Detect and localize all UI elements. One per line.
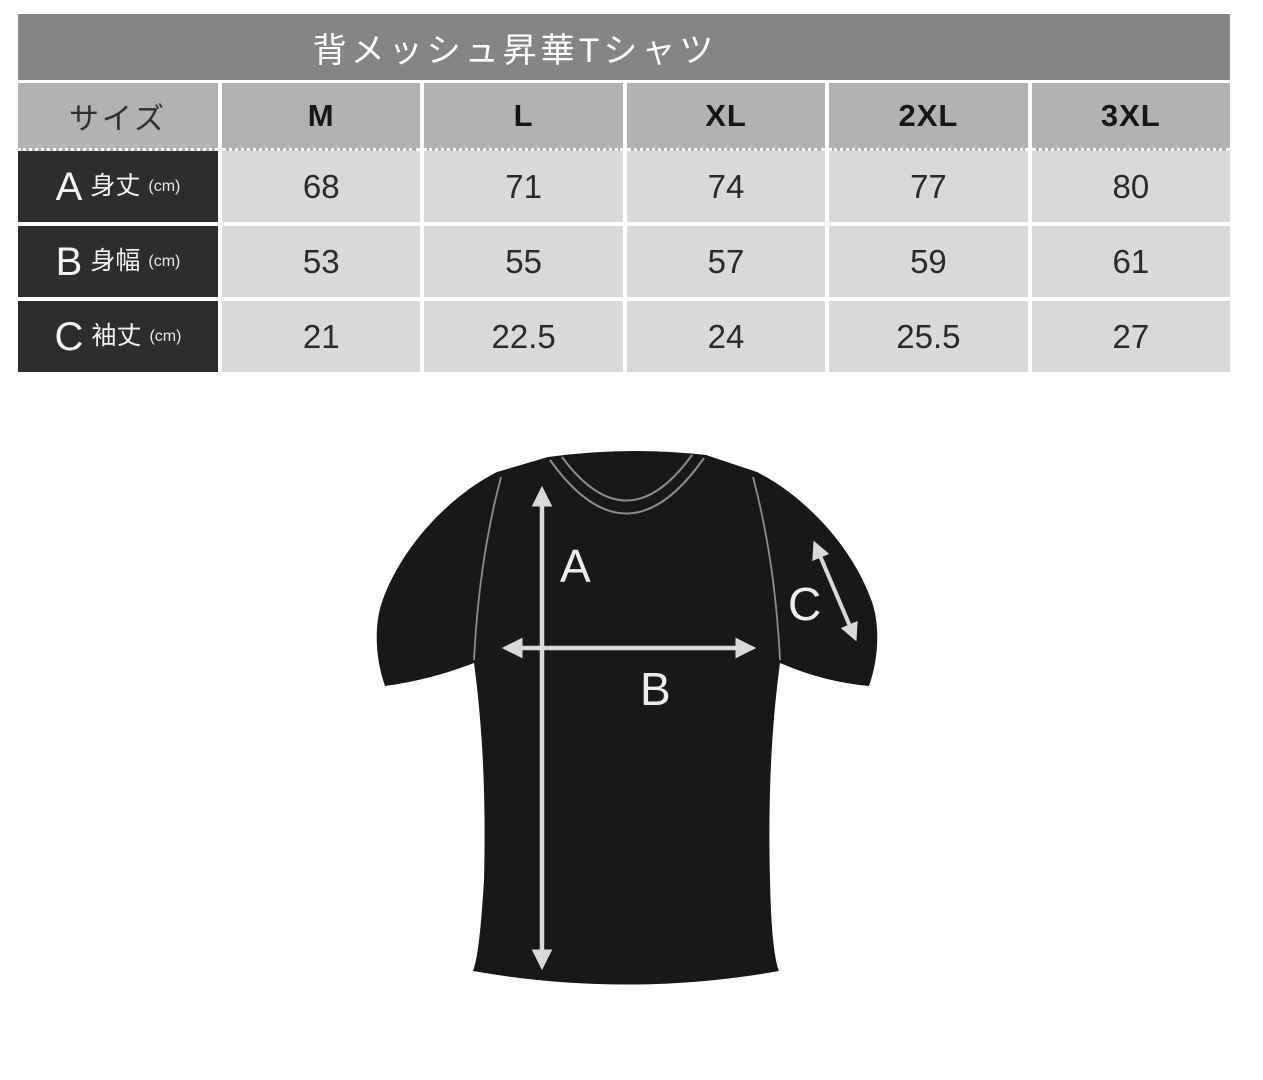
value-cell: 24 (626, 301, 826, 372)
column-header-2xl: 2XL (829, 83, 1028, 151)
row-letter: C (54, 314, 84, 359)
value-cell: 53 (222, 226, 421, 297)
collar-outer-line (549, 457, 705, 515)
diagram-label-c: C (788, 578, 821, 630)
value-cell: 74 (626, 151, 826, 222)
value-cell: 68 (222, 151, 421, 222)
left-sleeve-seam (473, 476, 502, 661)
row-unit: (cm) (149, 327, 182, 345)
arrow-c-sleeve-length (812, 540, 858, 642)
row-unit: (cm) (148, 252, 181, 270)
value-cell: 61 (1031, 226, 1231, 297)
diagram-label-a: A (560, 540, 591, 592)
table-title: 背メッシュ昇華Tシャツ (312, 31, 718, 70)
row-name: 身幅 (90, 247, 141, 275)
collar-inner-line (561, 454, 693, 502)
column-header-3xl: 3XL (1031, 83, 1231, 151)
table-row-body-width: B 身幅 (cm) 53 55 57 59 61 (18, 226, 1231, 297)
diagram-label-b: B (640, 663, 671, 715)
value-cell: 55 (424, 226, 623, 297)
tshirt-diagram-svg: A B C (376, 450, 878, 985)
row-unit: (cm) (148, 177, 181, 195)
value-cell: 21 (222, 301, 421, 372)
row-label-body-length: A 身丈 (cm) (18, 151, 218, 222)
column-header-xl: XL (626, 83, 826, 151)
value-cell: 27 (1031, 301, 1231, 372)
row-name: 袖丈 (91, 322, 142, 350)
value-cell: 80 (1031, 151, 1231, 222)
value-cell: 59 (829, 226, 1028, 297)
column-header-m: M (222, 83, 421, 151)
table-row-sleeve-length: C 袖丈 (cm) 21 22.5 24 25.5 27 (18, 301, 1231, 372)
size-header-row: サイズ M L XL 2XL 3XL (18, 83, 1231, 151)
right-sleeve-seam (752, 476, 781, 661)
column-header-l: L (424, 83, 623, 151)
size-header-cell: サイズ (18, 83, 218, 151)
value-cell: 25.5 (829, 301, 1028, 372)
size-chart-table: 背メッシュ昇華Tシャツ サイズ M L XL 2XL 3XL A 身丈 (cm)… (18, 14, 1231, 376)
row-letter: B (55, 239, 83, 284)
tshirt-silhouette (376, 450, 878, 985)
row-letter: A (55, 164, 83, 209)
value-cell: 71 (424, 151, 623, 222)
table-title-bar: 背メッシュ昇華Tシャツ (18, 14, 1230, 80)
value-cell: 77 (829, 151, 1028, 222)
row-label-sleeve-length: C 袖丈 (cm) (18, 301, 218, 372)
row-label-body-width: B 身幅 (cm) (18, 226, 218, 297)
row-name: 身丈 (90, 172, 141, 200)
tshirt-measurement-diagram: A B C (372, 450, 882, 998)
value-cell: 22.5 (424, 301, 623, 372)
table-row-body-length: A 身丈 (cm) 68 71 74 77 80 (18, 151, 1231, 222)
value-cell: 57 (626, 226, 826, 297)
